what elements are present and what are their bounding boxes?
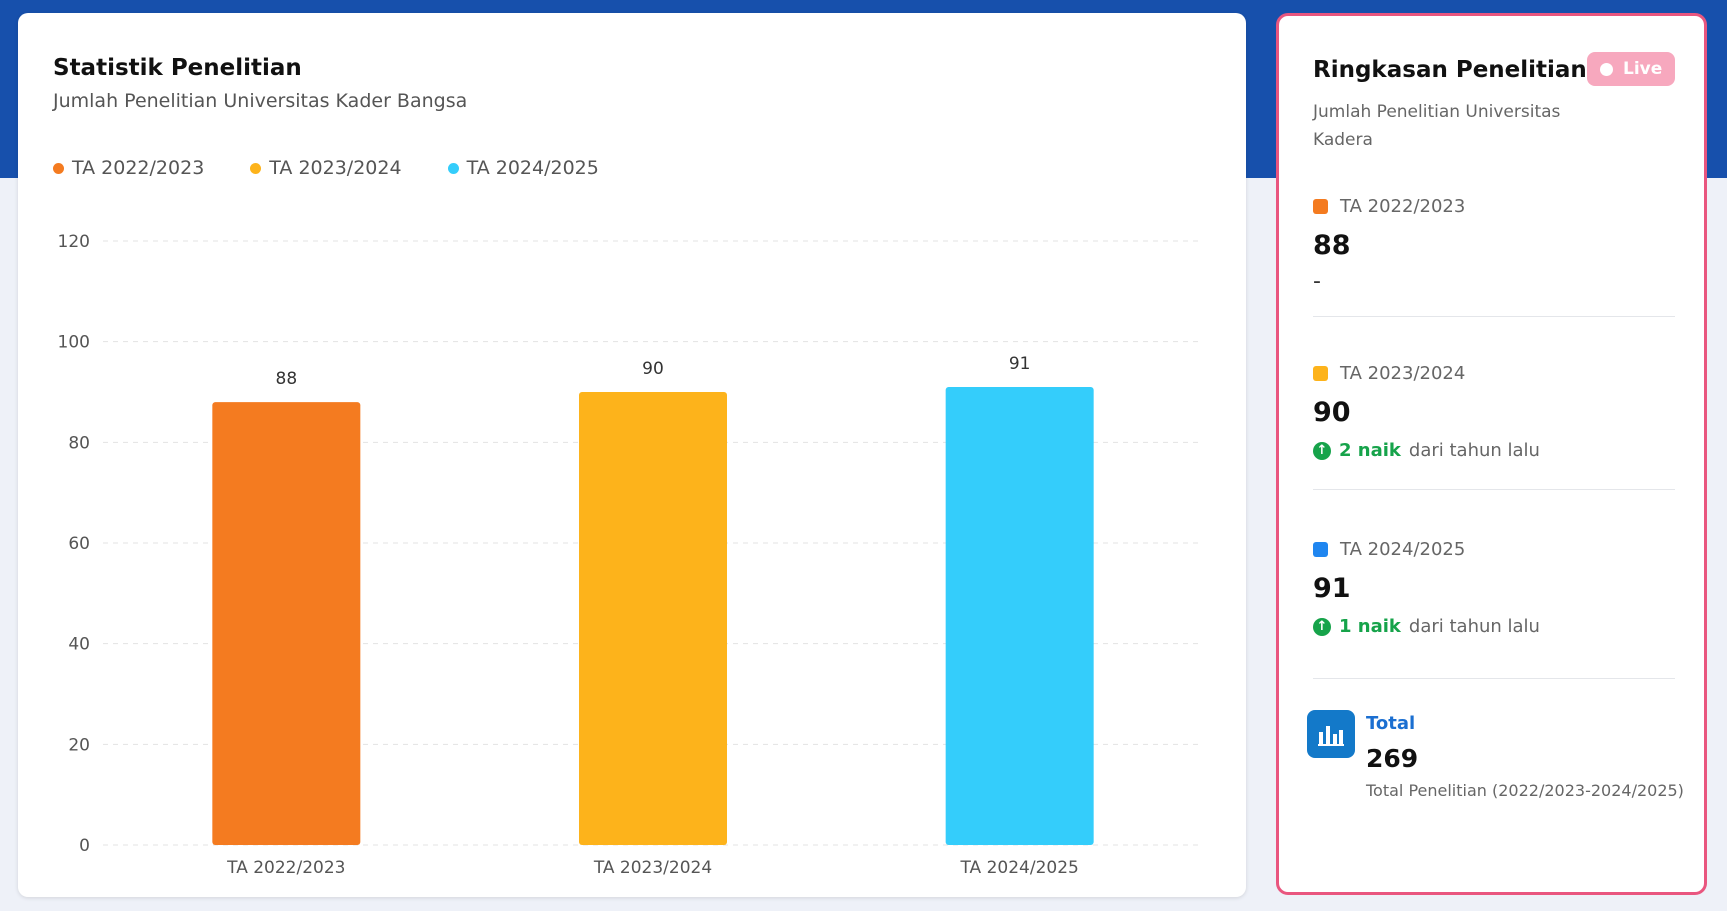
summary-item-2024-2025: TA 2024/2025 91 ↑ 1 naik dari tahun lalu bbox=[1313, 539, 1540, 637]
y-tick-label: 20 bbox=[68, 735, 90, 755]
item-value: 91 bbox=[1313, 573, 1351, 604]
item-label: TA 2023/2024 bbox=[1340, 363, 1466, 384]
x-tick-label: TA 2024/2025 bbox=[959, 858, 1078, 878]
bar bbox=[945, 386, 1094, 845]
change-amount: 2 naik bbox=[1339, 440, 1401, 461]
y-tick-label: 80 bbox=[68, 433, 90, 453]
arrow-up-circle-icon: ↑ bbox=[1313, 441, 1331, 460]
y-tick-label: 120 bbox=[58, 232, 90, 252]
statistics-chart-card: Statistik Penelitian Jumlah Penelitian U… bbox=[18, 13, 1246, 897]
legend-item-2023-2024[interactable]: TA 2023/2024 bbox=[250, 157, 402, 179]
data-label: 88 bbox=[276, 369, 298, 389]
legend-dot-icon bbox=[250, 162, 262, 174]
chart-legend: TA 2022/2023 TA 2023/2024 TA 2024/2025 bbox=[53, 157, 599, 179]
item-change: ↑ 2 naik dari tahun lalu bbox=[1313, 440, 1540, 461]
item-label: TA 2022/2023 bbox=[1340, 196, 1466, 217]
legend-label: TA 2022/2023 bbox=[72, 157, 205, 179]
y-tick-label: 40 bbox=[68, 635, 90, 655]
bar bbox=[579, 392, 727, 845]
summary-item-2022-2023: TA 2022/2023 88 - bbox=[1313, 196, 1465, 294]
y-tick-label: 0 bbox=[79, 836, 90, 856]
item-value: 90 bbox=[1313, 397, 1351, 428]
color-swatch-icon bbox=[1313, 199, 1328, 214]
summary-subtitle: Jumlah Penelitian Universitas Kadera bbox=[1313, 102, 1561, 150]
y-tick-label: 60 bbox=[68, 534, 90, 554]
bar bbox=[212, 402, 361, 845]
total-label: Total bbox=[1366, 713, 1416, 734]
x-tick-label: TA 2022/2023 bbox=[226, 858, 345, 878]
change-text: dari tahun lalu bbox=[1408, 440, 1540, 461]
item-label: TA 2024/2025 bbox=[1340, 539, 1466, 560]
total-value: 269 bbox=[1366, 744, 1419, 773]
bar-chart-glyph bbox=[1318, 726, 1344, 746]
bar-chart-icon bbox=[1307, 710, 1355, 758]
summary-item-2023-2024: TA 2023/2024 90 ↑ 2 naik dari tahun lalu bbox=[1313, 363, 1540, 461]
summary-panel: Ringkasan Penelitian Live Jumlah Penelit… bbox=[1276, 13, 1707, 895]
item-value: 88 bbox=[1313, 230, 1351, 261]
color-swatch-icon bbox=[1313, 366, 1328, 381]
divider bbox=[1313, 678, 1675, 679]
live-badge-label: Live bbox=[1623, 59, 1663, 79]
legend-item-2022-2023[interactable]: TA 2022/2023 bbox=[53, 157, 204, 179]
item-change: - bbox=[1313, 269, 1321, 294]
legend-dot-icon bbox=[53, 162, 64, 174]
divider bbox=[1313, 316, 1675, 317]
live-dot-icon bbox=[1600, 62, 1613, 76]
data-label: 91 bbox=[1009, 354, 1031, 374]
live-badge: Live bbox=[1587, 52, 1675, 86]
chart-subtitle: Jumlah Penelitian Universitas Kader Bang… bbox=[53, 90, 468, 112]
data-label: 90 bbox=[642, 359, 664, 379]
change-text: dari tahun lalu bbox=[1408, 616, 1540, 637]
color-swatch-icon bbox=[1313, 542, 1328, 557]
total-description: Total Penelitian (2022/2023-2024/2025) bbox=[1366, 781, 1684, 800]
legend-dot-icon bbox=[447, 162, 459, 174]
summary-title: Ringkasan Penelitian bbox=[1313, 57, 1587, 83]
divider bbox=[1313, 489, 1675, 490]
change-amount: 1 naik bbox=[1339, 616, 1401, 637]
legend-label: TA 2024/2025 bbox=[466, 157, 599, 179]
bar-chart: 0 20 40 60 80 100 120 88 TA 2022/2023 90 TA 2023/2… bbox=[58, 232, 1203, 878]
x-tick-label: TA 2023/2024 bbox=[593, 858, 712, 878]
arrow-up-circle-icon: ↑ bbox=[1313, 617, 1331, 636]
item-change: ↑ 1 naik dari tahun lalu bbox=[1313, 616, 1540, 637]
chart-title: Statistik Penelitian bbox=[53, 55, 302, 81]
legend-item-2024-2025[interactable]: TA 2024/2025 bbox=[447, 157, 599, 179]
y-tick-label: 100 bbox=[58, 333, 90, 353]
legend-label: TA 2023/2024 bbox=[269, 157, 402, 179]
